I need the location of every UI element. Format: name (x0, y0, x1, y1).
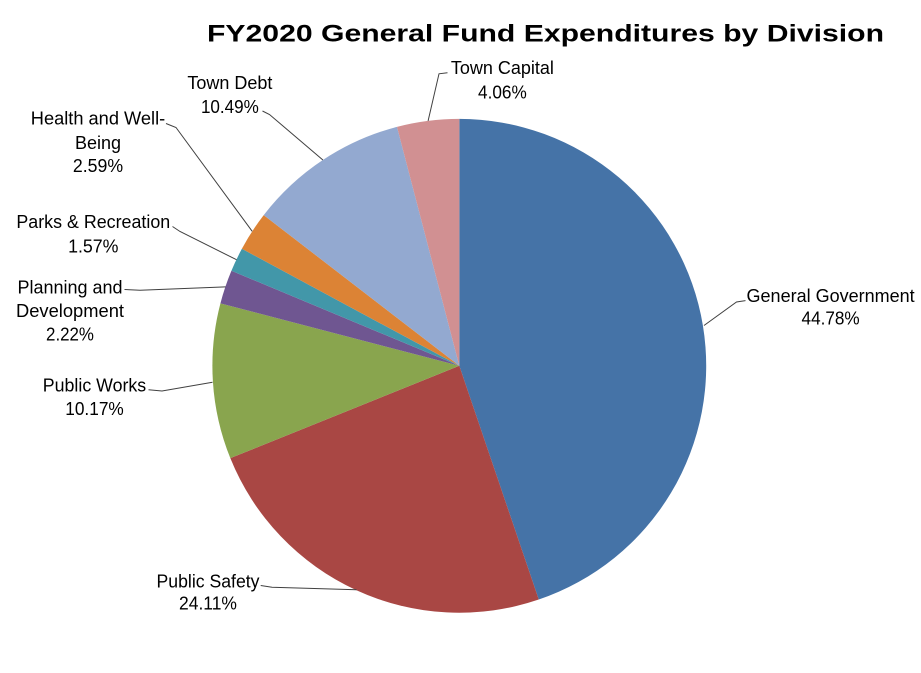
svg-text:2.22%: 2.22% (46, 324, 94, 344)
svg-text:10.17%: 10.17% (65, 399, 124, 419)
svg-text:10.49%: 10.49% (201, 97, 259, 117)
svg-text:FY2020 General Fund Expenditur: FY2020 General Fund Expenditures by Divi… (207, 20, 884, 47)
svg-text:24.11%: 24.11% (179, 594, 237, 614)
svg-text:4.06%: 4.06% (478, 83, 527, 103)
svg-text:Public Works: Public Works (43, 376, 146, 396)
svg-text:Health and Well-: Health and Well- (31, 109, 165, 129)
svg-text:Town Capital: Town Capital (451, 58, 554, 78)
svg-text:Parks & Recreation: Parks & Recreation (16, 212, 170, 232)
svg-text:Town Debt: Town Debt (187, 73, 272, 93)
svg-text:Public Safety: Public Safety (157, 572, 260, 592)
svg-text:Development: Development (16, 301, 124, 321)
svg-text:Planning and: Planning and (17, 277, 122, 297)
svg-text:Being: Being (75, 133, 121, 153)
svg-text:1.57%: 1.57% (68, 237, 118, 257)
svg-text:General Government: General Government (747, 286, 915, 306)
svg-text:44.78%: 44.78% (802, 309, 860, 329)
svg-text:2.59%: 2.59% (73, 156, 123, 176)
